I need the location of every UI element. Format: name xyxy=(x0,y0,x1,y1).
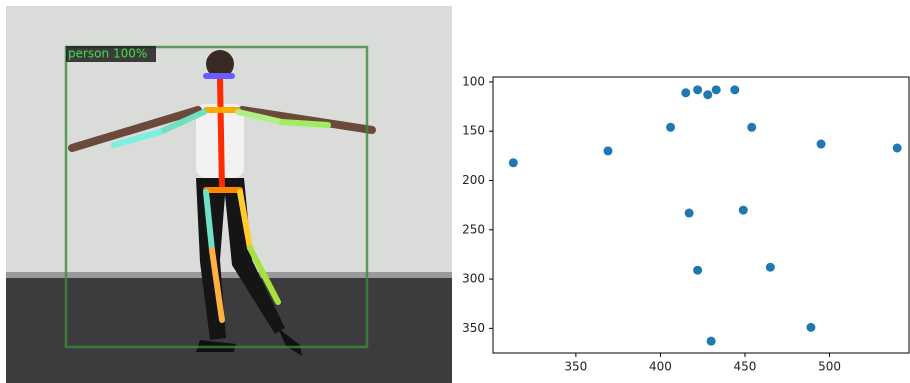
point xyxy=(730,85,739,94)
y-tick-label: 300 xyxy=(462,272,485,286)
baseboard xyxy=(6,272,452,278)
point xyxy=(747,123,756,132)
point xyxy=(693,266,702,275)
point xyxy=(681,88,690,97)
point xyxy=(707,337,716,346)
y-tick-label: 100 xyxy=(462,74,485,88)
point xyxy=(685,209,694,218)
y-tick-label: 150 xyxy=(462,124,485,138)
point xyxy=(509,158,518,167)
point xyxy=(893,143,902,152)
x-tick-label: 500 xyxy=(818,360,841,374)
floor xyxy=(6,272,452,383)
pose-photo: person 100% xyxy=(6,6,452,383)
screenshot: person 100% 100 150 200 250 300 350 350 400 450 5… xyxy=(0,0,910,383)
x-tick-label: 450 xyxy=(734,360,757,374)
point xyxy=(703,90,712,99)
point xyxy=(603,146,612,155)
scatter-plot: 100 150 200 250 300 350 350 400 450 500 xyxy=(462,74,909,373)
y-tick-label: 200 xyxy=(462,173,485,187)
x-tick-label: 400 xyxy=(649,360,672,374)
point xyxy=(666,123,675,132)
point xyxy=(693,85,702,94)
axes-frame xyxy=(493,77,909,353)
point xyxy=(712,85,721,94)
y-tick-label: 250 xyxy=(462,222,485,236)
point xyxy=(739,206,748,215)
detection-label: person 100% xyxy=(68,47,147,61)
point xyxy=(766,263,775,272)
point xyxy=(806,323,815,332)
y-tick-label: 350 xyxy=(462,321,485,335)
page: person 100% 100 150 200 250 300 350 350 400 450 5… xyxy=(0,0,910,383)
point xyxy=(817,140,826,149)
x-tick-label: 350 xyxy=(564,360,587,374)
